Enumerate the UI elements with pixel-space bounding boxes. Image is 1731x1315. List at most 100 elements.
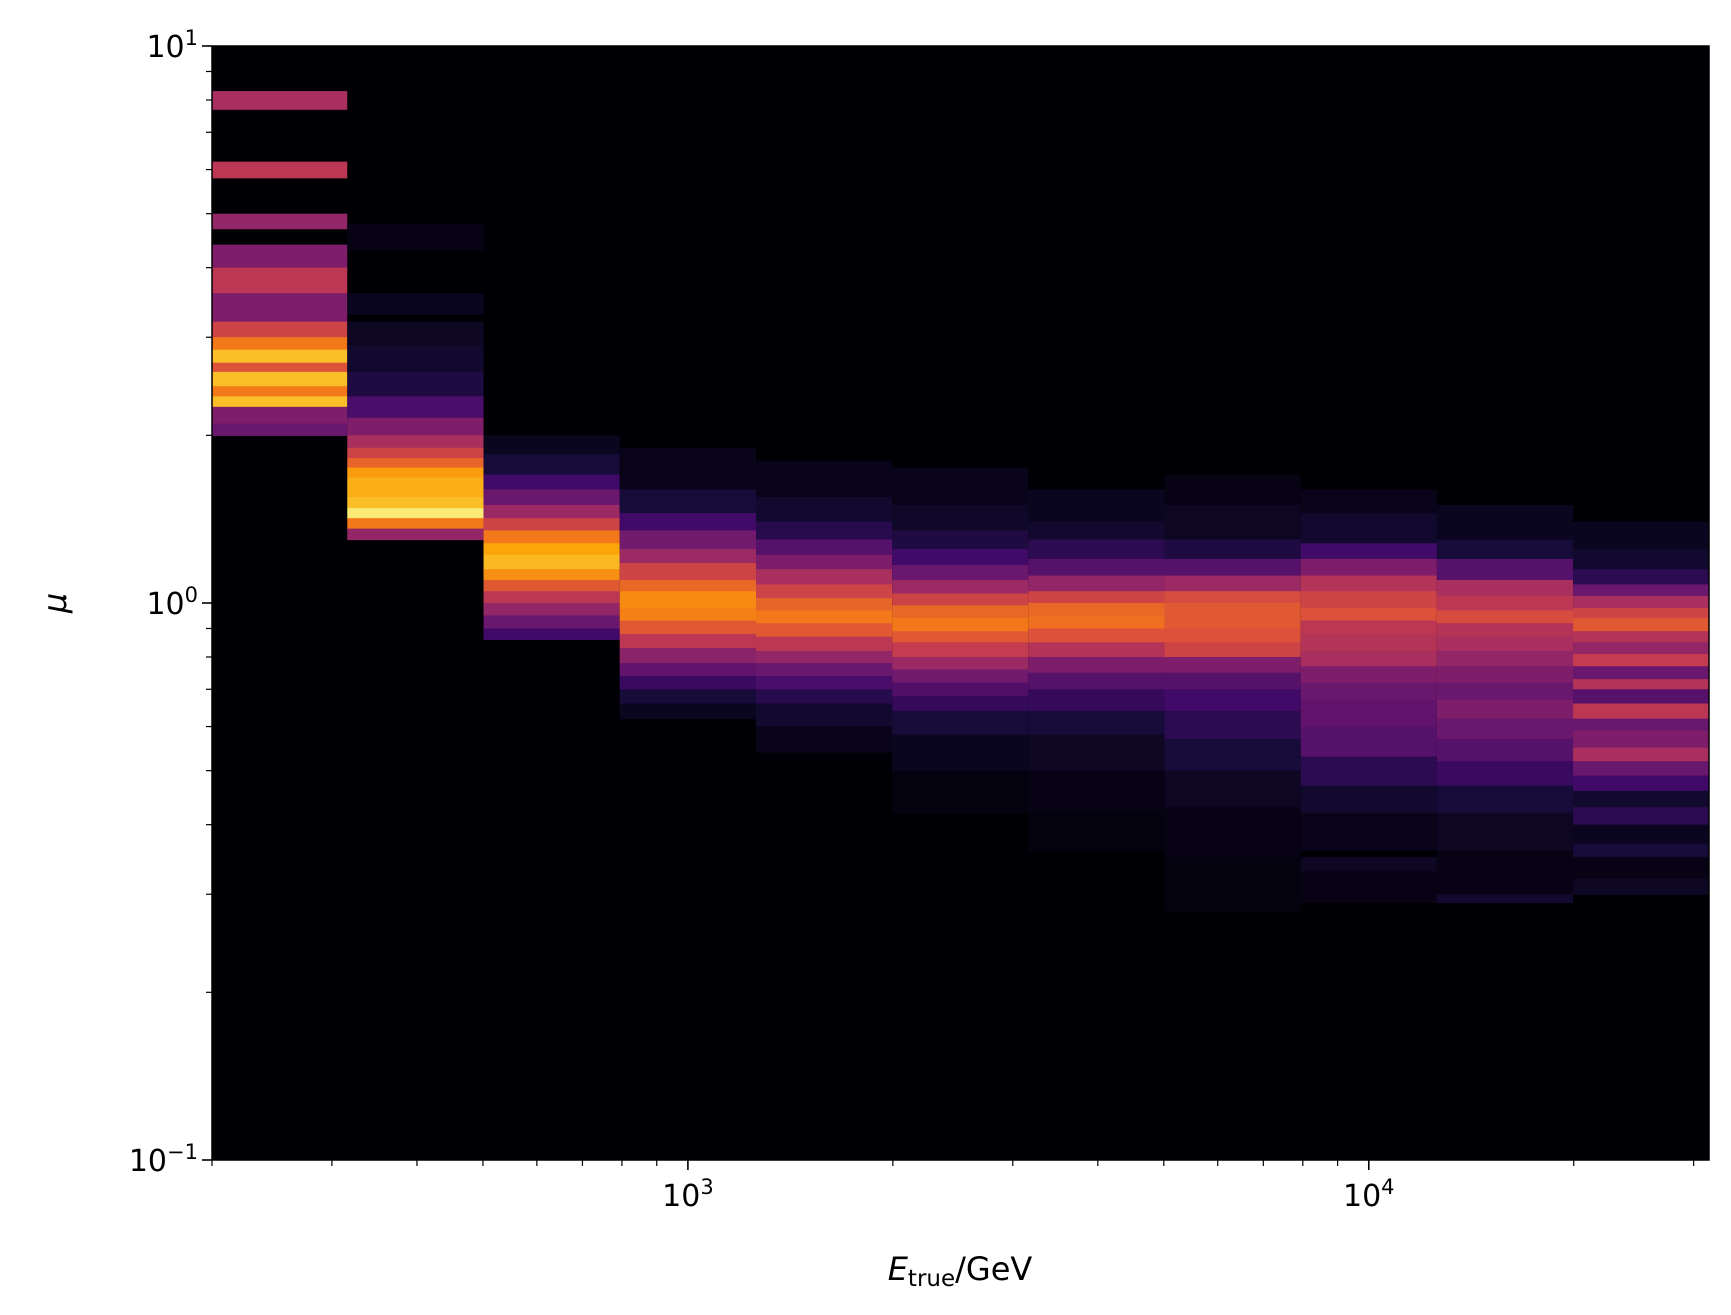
x-axis-tick-labels: 103 104	[662, 1175, 1394, 1214]
heatmap-cell	[1300, 591, 1437, 609]
heatmap-cell	[347, 477, 484, 498]
heatmap-cell	[212, 423, 348, 436]
heatmap-cell	[1573, 584, 1709, 597]
heatmap-cell	[619, 633, 757, 649]
heatmap-cell	[347, 223, 484, 251]
x-axis-label-unit: /GeV	[955, 1250, 1032, 1288]
heatmap-cell	[1573, 718, 1709, 732]
heatmap-cell	[1436, 504, 1574, 541]
heatmap-cell	[1436, 699, 1574, 720]
heatmap-cell	[1164, 591, 1301, 604]
heatmap-cell	[1164, 770, 1301, 808]
heatmap-cell	[756, 610, 893, 624]
heatmap-cell	[483, 579, 620, 592]
heatmap-cell	[1300, 856, 1437, 872]
heatmap-cell	[756, 521, 893, 541]
heatmap-cell	[756, 584, 893, 599]
x-axis-label-subscript: true	[908, 1266, 955, 1292]
heatmap-cell	[1436, 666, 1574, 684]
heatmap-cell	[347, 396, 484, 419]
heatmap-cell	[1300, 651, 1437, 667]
heatmap-cell	[1300, 620, 1437, 635]
heatmap-cell	[619, 675, 757, 690]
heatmap-cell	[1573, 747, 1709, 762]
heatmap-cell	[619, 607, 757, 622]
heatmap-cell	[1164, 672, 1301, 690]
heatmap-cell	[347, 447, 484, 459]
y-tick-label: 10−1	[129, 1140, 198, 1179]
heatmap-cell	[483, 615, 620, 630]
heatmap-cell	[347, 528, 484, 541]
heatmap-cell	[347, 321, 484, 347]
heatmap-cell	[1300, 543, 1437, 560]
heatmap-cell	[1573, 761, 1709, 777]
heatmap-cell	[1436, 558, 1574, 581]
heatmap-cell	[1164, 474, 1301, 506]
heatmap-cell	[212, 406, 348, 425]
heatmap-cell	[619, 620, 757, 635]
heatmap-cell	[347, 496, 484, 509]
heatmap-cell	[1436, 610, 1574, 624]
heatmap-cell	[1436, 579, 1574, 597]
heatmap-cell	[483, 603, 620, 617]
heatmap-cell	[1028, 710, 1165, 736]
heatmap-cell	[1436, 651, 1574, 667]
heatmap-cell	[1573, 631, 1709, 643]
heatmap-cell	[483, 569, 620, 581]
heatmap-cell	[1164, 504, 1301, 541]
heatmap-cell	[212, 386, 348, 397]
heatmap-cell	[756, 689, 893, 705]
heatmap-cell	[619, 489, 757, 514]
heatmap-cell	[1573, 549, 1709, 570]
heatmap-cell	[619, 447, 757, 490]
heatmap-cell	[347, 345, 484, 373]
heatmap-cell	[1300, 633, 1437, 652]
heatmap-cell	[1028, 575, 1165, 592]
heatmap-cell	[1164, 615, 1301, 630]
heatmap-cell	[347, 293, 484, 315]
heatmap-cell	[619, 530, 757, 550]
x-axis-ticks	[211, 1160, 1695, 1170]
heatmap-cell	[347, 371, 484, 397]
heatmap-cell	[1573, 703, 1709, 720]
heatmap-cell	[1573, 607, 1709, 619]
heatmap-cell	[1573, 730, 1709, 749]
heatmap-cell	[1573, 666, 1709, 680]
heatmap-cell	[1164, 738, 1301, 772]
heatmap-cell	[483, 591, 620, 604]
x-tick-label: 103	[662, 1175, 714, 1214]
heatmap-cell	[1164, 656, 1301, 674]
heatmap-cell	[212, 349, 348, 364]
heatmap-cell	[347, 518, 484, 530]
heatmap-cell	[756, 675, 893, 690]
heatmap-cell	[347, 508, 484, 519]
heatmap-cell	[347, 435, 484, 449]
heatmap-cell	[892, 605, 1029, 619]
heatmap-cell	[1573, 878, 1709, 895]
heatmap-cell	[1300, 699, 1437, 728]
heatmap-cell	[1028, 770, 1165, 814]
heatmap-cell	[1573, 642, 1709, 655]
heatmap-cell	[1573, 689, 1709, 705]
heatmap-cell	[1300, 607, 1437, 622]
heatmap-cell	[212, 244, 348, 269]
heatmap-cell	[1164, 642, 1301, 658]
heatmap-cell	[1028, 558, 1165, 577]
heatmap-cell	[212, 396, 348, 408]
heatmap-cell	[756, 703, 893, 728]
heatmap-cell	[347, 467, 484, 479]
heatmap-cell	[1573, 569, 1709, 585]
heatmap-cell	[756, 636, 893, 652]
heatmap-cell	[483, 554, 620, 570]
heatmap-cell	[483, 489, 620, 506]
heatmap-cell	[892, 467, 1029, 506]
heatmap-cell	[892, 682, 1029, 697]
heatmap-cell	[1028, 656, 1165, 674]
heatmap-cell	[1436, 718, 1574, 740]
heatmap-cell	[212, 161, 348, 179]
heatmap-cell	[892, 565, 1029, 581]
heatmap-cell	[756, 460, 893, 498]
heatmap-cell	[1164, 807, 1301, 858]
heatmap-cell	[1300, 558, 1437, 577]
